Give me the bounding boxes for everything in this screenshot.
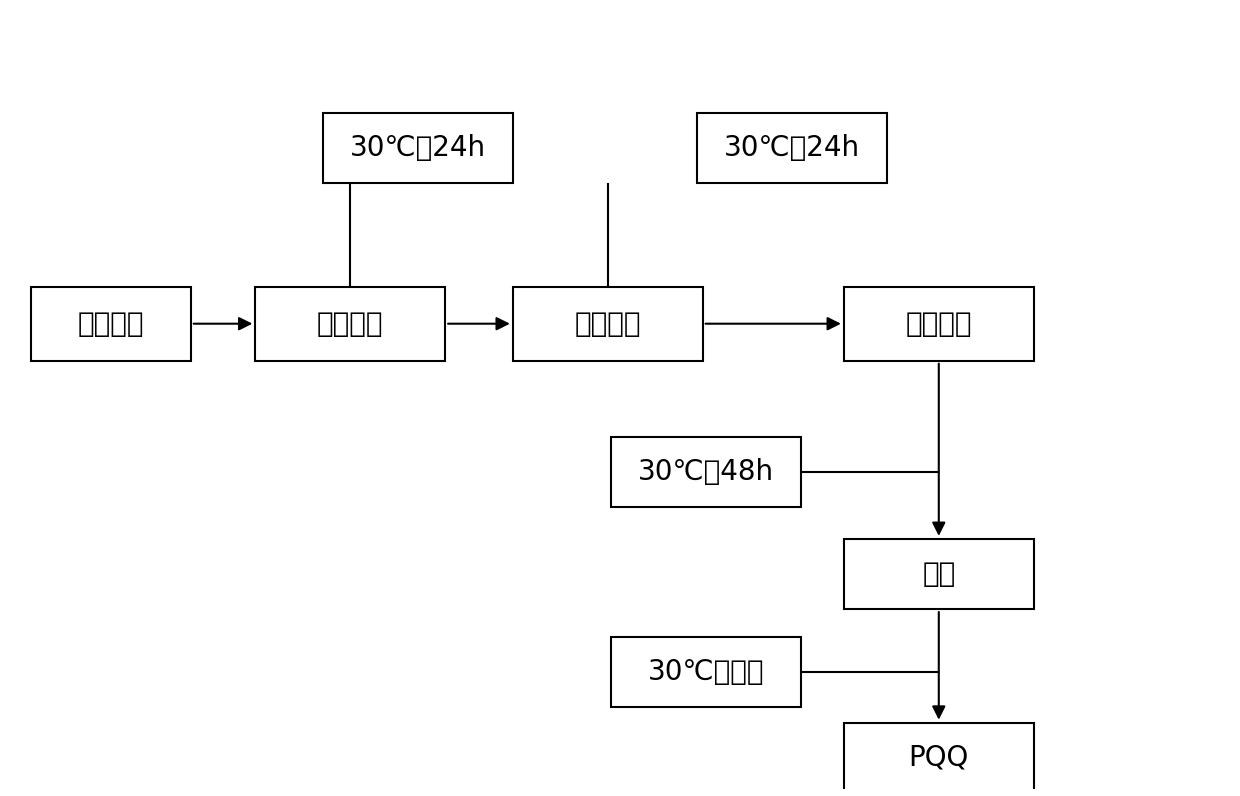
Text: 菌株活化: 菌株活化 xyxy=(317,310,383,338)
Text: 发酵: 发酵 xyxy=(923,560,955,588)
Bar xyxy=(843,539,1034,609)
Bar xyxy=(31,287,191,361)
Text: 30℃，24h: 30℃，24h xyxy=(724,134,859,162)
Text: 30℃，厌氧: 30℃，厌氧 xyxy=(647,657,764,685)
Bar xyxy=(611,437,801,508)
Text: 30℃，48h: 30℃，48h xyxy=(637,458,774,486)
Text: 二级种子: 二级种子 xyxy=(905,310,972,338)
Text: PQQ: PQQ xyxy=(909,743,968,772)
Bar xyxy=(322,112,512,183)
Bar xyxy=(697,112,887,183)
Text: 30℃，24h: 30℃，24h xyxy=(350,134,486,162)
Text: 一级种子: 一级种子 xyxy=(574,310,641,338)
Bar xyxy=(843,287,1034,361)
Bar xyxy=(512,287,703,361)
Bar xyxy=(611,637,801,707)
Bar xyxy=(255,287,445,361)
Text: 试管种子: 试管种子 xyxy=(78,310,144,338)
Bar xyxy=(843,723,1034,793)
